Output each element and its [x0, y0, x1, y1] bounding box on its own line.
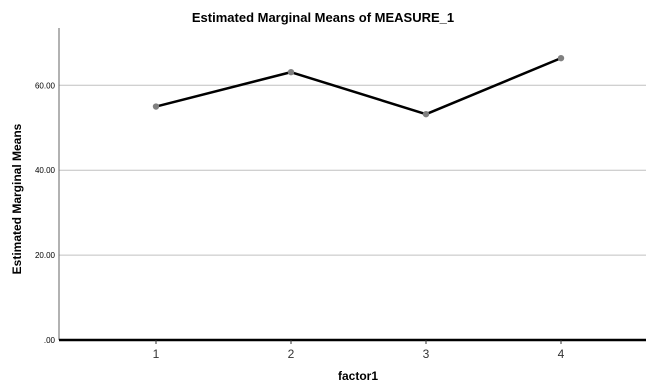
x-tick-label-0: 1: [153, 347, 160, 361]
series-line-0: [155, 56, 562, 116]
data-point-0-1: [287, 68, 295, 76]
x-tick-labels: 1 2 3 4: [153, 340, 565, 361]
x-axis-label: factor1: [338, 369, 378, 381]
y-tick-labels: .00 20.00 40.00 60.00: [35, 81, 56, 345]
series-group: [152, 54, 565, 118]
data-point-0-0: [152, 103, 160, 110]
y-axis-label: Estimated Marginal Means: [10, 123, 24, 274]
gridlines: [59, 84, 646, 256]
y-tick-label-0: .00: [44, 336, 56, 345]
x-tick-label-2: 3: [423, 347, 430, 361]
y-tick-label-1: 20.00: [35, 251, 56, 260]
chart-title: Estimated Marginal Means of MEASURE_1: [192, 10, 454, 25]
data-point-0-3: [557, 54, 565, 62]
y-tick-label-3: 60.00: [35, 81, 56, 90]
x-tick-label-1: 2: [288, 347, 295, 361]
data-point-0-2: [422, 110, 430, 118]
y-tick-label-2: 40.00: [35, 166, 56, 175]
x-tick-label-3: 4: [558, 347, 565, 361]
